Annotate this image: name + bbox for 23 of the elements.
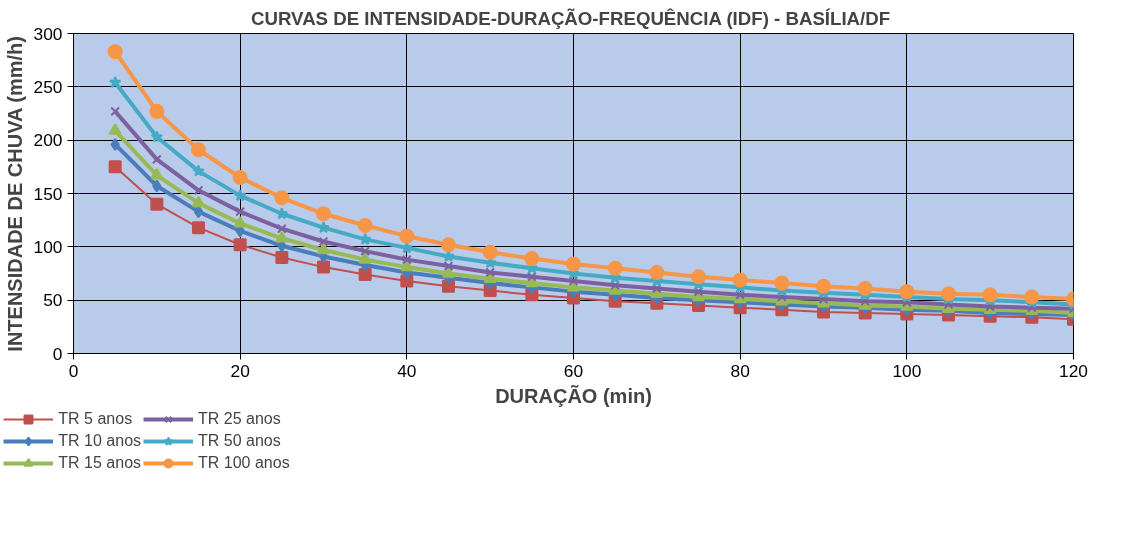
y-tick-label: 100 <box>33 236 63 257</box>
y-tick-label: 300 <box>33 23 63 44</box>
chart-title: CURVAS DE INTENSIDADE-DURAÇÃO-FREQUÊNCIA (IDF) - BASÍLIA/DF <box>250 7 891 29</box>
x-axis-title: DURAÇÃO (min) <box>495 384 652 407</box>
y-tick-label: 200 <box>33 130 63 151</box>
y-tick-label: 150 <box>33 183 63 204</box>
x-tick-label: 100 <box>892 360 922 381</box>
legend-label: TR 15 anos <box>58 454 142 472</box>
y-tick-label: 50 <box>43 290 63 311</box>
x-tick-label: 20 <box>230 360 250 381</box>
legend-label: TR 100 anos <box>198 454 290 472</box>
y-tick-label: 250 <box>33 76 63 97</box>
legend-label: TR 10 anos <box>58 432 142 450</box>
y-tick-label: 0 <box>52 343 63 364</box>
y-axis-title: INTENSIDADE DE CHUVA (mm/h) <box>3 36 26 352</box>
x-tick-label: 0 <box>68 360 79 381</box>
x-tick-label: 40 <box>397 360 417 381</box>
x-tick-label: 60 <box>563 360 584 381</box>
x-tick-label: 120 <box>1059 360 1088 381</box>
legend-label: TR 5 anos <box>58 410 133 428</box>
legend-label: TR 50 anos <box>198 432 281 450</box>
legend-label: TR 25 anos <box>198 410 281 428</box>
x-tick-label: 80 <box>730 360 750 381</box>
